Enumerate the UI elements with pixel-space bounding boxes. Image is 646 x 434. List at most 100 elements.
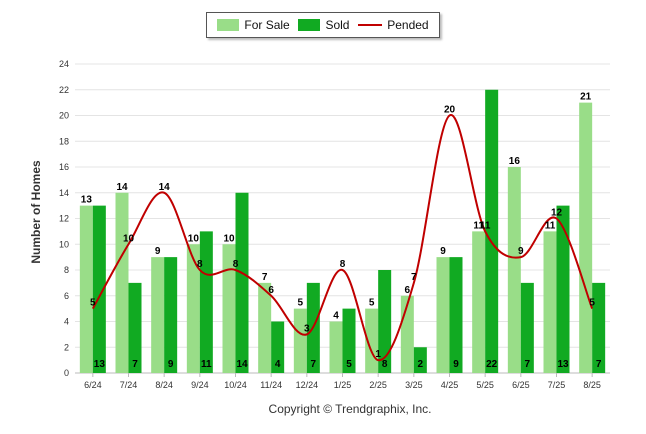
sold-bar (592, 282, 606, 373)
x-tick-label: 4/25 (441, 380, 459, 390)
y-tick-label: 0 (64, 368, 69, 378)
for-sale-data-label: 6 (405, 285, 411, 296)
pended-data-label: 10 (123, 233, 135, 244)
sold-data-label: 13 (94, 359, 106, 370)
for-sale-bar (151, 257, 165, 373)
y-tick-label: 18 (59, 136, 69, 146)
x-tick-label: 1/25 (334, 380, 352, 390)
for-sale-data-label: 16 (509, 156, 521, 167)
y-tick-label: 22 (59, 85, 69, 95)
for-sale-bar (222, 244, 236, 373)
legend-label-sold: Sold (325, 18, 350, 32)
for-sale-data-label: 5 (369, 298, 375, 309)
sold-data-label: 9 (453, 359, 459, 370)
legend-label-pended: Pended (387, 18, 429, 32)
sold-bar (199, 231, 213, 373)
pended-data-label: 20 (444, 105, 456, 116)
for-sale-data-label: 7 (262, 272, 268, 283)
sold-bar (413, 347, 427, 373)
pended-data-label: 8 (233, 259, 239, 270)
x-tick-label: 6/24 (84, 380, 102, 390)
for-sale-data-label: 11 (473, 220, 484, 231)
pended-data-label: 5 (589, 298, 595, 309)
for-sale-swatch (217, 19, 240, 31)
chart-legend: For Sale Sold Pended (206, 12, 440, 38)
sold-data-label: 13 (557, 359, 569, 370)
pended-data-label: 5 (90, 298, 96, 309)
sold-bar (271, 321, 285, 373)
sold-data-label: 7 (311, 359, 317, 370)
y-tick-label: 8 (64, 265, 69, 275)
sold-data-label: 7 (132, 359, 138, 370)
pended-swatch (358, 24, 383, 26)
x-tick-label: 7/25 (548, 380, 566, 390)
x-tick-label: 11/24 (260, 380, 282, 390)
x-tick-label: 8/24 (155, 380, 173, 390)
x-tick-label: 8/25 (583, 380, 601, 390)
y-tick-label: 10 (59, 239, 69, 249)
for-sale-data-label: 21 (580, 92, 592, 103)
for-sale-bar (258, 282, 272, 373)
pended-data-label: 9 (518, 246, 524, 257)
sold-bar (92, 205, 106, 373)
for-sale-bar (507, 167, 521, 373)
for-sale-bar (579, 102, 593, 373)
for-sale-bar (115, 192, 129, 373)
for-sale-data-label: 13 (81, 195, 93, 206)
pended-data-label: 14 (159, 182, 171, 193)
pended-data-label: 8 (340, 259, 346, 270)
x-tick-label: 5/25 (476, 380, 494, 390)
y-tick-label: 14 (59, 188, 69, 198)
x-tick-label: 12/24 (296, 380, 319, 390)
for-sale-data-label: 9 (440, 246, 446, 257)
y-tick-label: 12 (59, 214, 69, 224)
sold-data-label: 8 (382, 359, 388, 370)
sold-data-label: 9 (168, 359, 174, 370)
for-sale-bar (329, 321, 343, 373)
y-tick-label: 4 (64, 317, 69, 327)
for-sale-data-label: 10 (223, 233, 235, 244)
sold-swatch (298, 19, 321, 31)
for-sale-data-label: 5 (298, 298, 304, 309)
sold-bar (485, 89, 499, 373)
for-sale-bar (472, 231, 486, 373)
y-tick-label: 16 (59, 162, 69, 172)
x-tick-label: 10/24 (224, 380, 247, 390)
sold-data-label: 4 (275, 359, 281, 370)
sold-data-label: 14 (236, 359, 248, 370)
pended-data-label: 3 (304, 323, 310, 334)
sold-data-label: 7 (525, 359, 531, 370)
copyright-text: Copyright © Trendgraphix, Inc. (268, 402, 432, 416)
sold-data-label: 2 (418, 359, 424, 370)
for-sale-data-label: 10 (188, 233, 200, 244)
sold-bar (235, 192, 249, 373)
legend-item-pended[interactable]: Pended (358, 18, 429, 32)
pended-data-label: 7 (411, 272, 417, 283)
sold-data-label: 5 (346, 359, 352, 370)
x-tick-label: 3/25 (405, 380, 423, 390)
x-tick-label: 7/24 (120, 380, 138, 390)
pended-data-label: 8 (197, 259, 203, 270)
for-sale-bar (186, 244, 200, 373)
for-sale-data-label: 9 (155, 246, 161, 257)
sold-data-label: 22 (486, 359, 498, 370)
sold-bar (164, 257, 178, 373)
sold-bar (342, 308, 356, 373)
sold-bar (449, 257, 463, 373)
sold-bar (520, 282, 534, 373)
for-sale-bar (436, 257, 450, 373)
pended-line (91, 114, 594, 362)
pended-data-label: 6 (268, 285, 274, 296)
sold-bar (556, 205, 570, 373)
y-tick-label: 20 (59, 111, 69, 121)
legend-item-for-sale[interactable]: For Sale (217, 18, 290, 32)
y-tick-label: 2 (64, 342, 69, 352)
sold-data-label: 11 (201, 359, 212, 370)
for-sale-bar (79, 205, 93, 373)
pended-data-label: 11 (480, 220, 491, 231)
legend-item-sold[interactable]: Sold (298, 18, 349, 32)
pended-data-label: 1 (375, 349, 381, 360)
sold-data-label: 7 (596, 359, 602, 370)
for-sale-bar (543, 231, 557, 373)
